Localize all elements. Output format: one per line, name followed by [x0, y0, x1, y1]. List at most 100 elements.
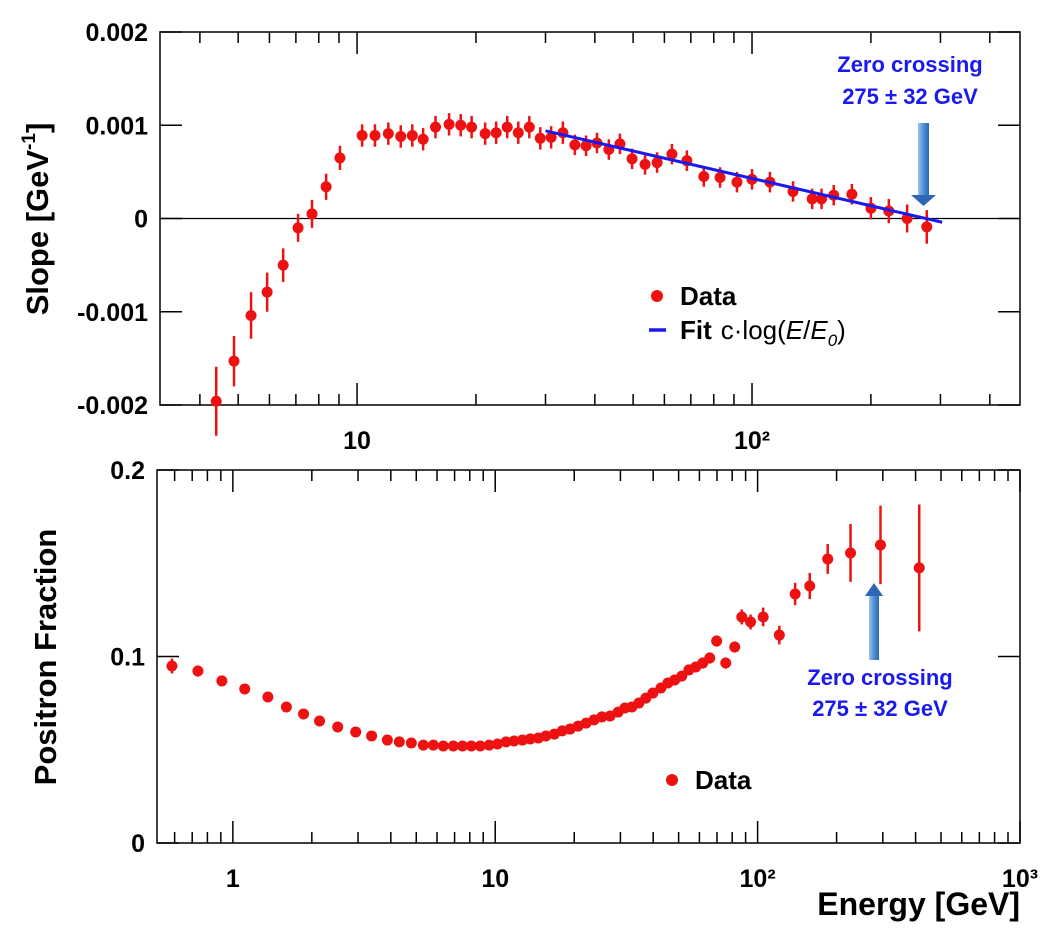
data-point	[455, 119, 467, 131]
data-point	[334, 152, 346, 164]
data-point	[479, 128, 491, 140]
data-point	[490, 127, 502, 139]
data-point	[647, 687, 659, 699]
y-axis-label: Slope [GeV-1]	[19, 123, 55, 316]
data-point	[698, 171, 710, 183]
y-label-text: Slope [GeV	[20, 150, 55, 316]
data-point	[501, 121, 513, 133]
annotation: Zero crossing	[837, 52, 982, 77]
data-point	[651, 157, 663, 169]
data-point	[596, 711, 608, 723]
data-point	[262, 691, 274, 703]
x-tick-label: 10²	[740, 865, 776, 893]
legend-label: Fit c·log(E/E0)	[680, 315, 846, 350]
y-tick-label: -0.001	[77, 299, 148, 327]
data-point	[192, 665, 204, 677]
x-tick-label: 10³	[1002, 865, 1038, 893]
x-axis-label: Energy [GeV]	[817, 886, 1020, 922]
data-point	[216, 675, 228, 687]
y-tick-label: 0.001	[85, 112, 148, 140]
data-point	[534, 132, 546, 144]
annotation: 275 ± 32 GeV	[812, 696, 948, 721]
data-point	[447, 740, 459, 752]
data-point	[427, 739, 439, 751]
data-point	[406, 130, 418, 142]
arrow	[911, 123, 936, 206]
data-point	[393, 736, 405, 748]
data-point	[540, 730, 552, 742]
y-tick-label: 0	[134, 206, 148, 234]
data-point	[417, 739, 429, 751]
data-point	[666, 148, 678, 160]
formula-part: E	[810, 315, 828, 345]
data-point	[280, 701, 292, 713]
y-tick-label: 0.1	[110, 644, 145, 672]
data-point	[580, 140, 592, 152]
data-point	[491, 738, 503, 750]
data-point	[875, 539, 887, 551]
formula-part: E	[786, 315, 804, 345]
legend-name: Fit	[680, 315, 712, 345]
data-point	[366, 730, 378, 742]
x-tick-label: 10	[343, 427, 371, 455]
y-axis-label: Positron Fraction	[28, 529, 63, 786]
data-point	[731, 176, 743, 188]
data-point	[845, 547, 857, 559]
data-point	[523, 121, 535, 133]
data-point	[356, 130, 368, 142]
data-point	[474, 740, 486, 752]
data-point	[626, 153, 638, 165]
data-point	[639, 158, 651, 170]
data-point	[298, 708, 310, 720]
data-point	[822, 553, 834, 565]
data-point	[736, 611, 748, 623]
data-point	[456, 740, 468, 752]
legend-marker	[666, 774, 678, 786]
formula-part: 0	[828, 331, 838, 350]
data-point	[405, 737, 417, 749]
data-point	[512, 127, 524, 139]
fit-line	[545, 129, 943, 224]
data-point	[466, 121, 478, 133]
annotation: Zero crossing	[807, 665, 952, 690]
data-point	[332, 721, 344, 733]
data-point	[508, 735, 520, 747]
data-point	[381, 734, 393, 746]
formula-part: /	[803, 315, 811, 345]
legend-label: Data	[680, 281, 737, 311]
data-point	[714, 171, 726, 183]
y-label-end: ]	[20, 123, 55, 133]
arrow	[865, 583, 883, 660]
data-point	[437, 740, 449, 752]
data-point	[804, 580, 816, 592]
y-tick-label: 0	[131, 830, 145, 858]
y-label-superscript: -1	[19, 133, 40, 150]
data-point	[382, 128, 394, 140]
data-point	[210, 395, 222, 407]
data-point	[729, 641, 741, 653]
data-point	[913, 562, 925, 574]
data-point	[720, 657, 732, 669]
data-point	[483, 739, 495, 751]
data-point	[166, 660, 178, 672]
data-point	[789, 588, 801, 600]
legend-label: Data	[695, 765, 752, 795]
y-tick-label: 0.2	[110, 457, 145, 485]
legend-marker	[651, 290, 663, 302]
data-point	[292, 222, 304, 234]
data-point	[711, 635, 723, 647]
data-point	[745, 616, 757, 628]
x-tick-label: 10²	[734, 427, 770, 455]
x-tick-label: 10	[481, 865, 509, 893]
data-point	[261, 286, 273, 298]
data-point	[314, 715, 326, 727]
data-point	[350, 726, 362, 738]
formula-part: )	[837, 315, 846, 345]
data-point	[369, 130, 381, 142]
data-point	[921, 221, 933, 233]
data-point	[430, 121, 442, 133]
data-point	[277, 259, 289, 271]
data-point	[228, 355, 240, 367]
